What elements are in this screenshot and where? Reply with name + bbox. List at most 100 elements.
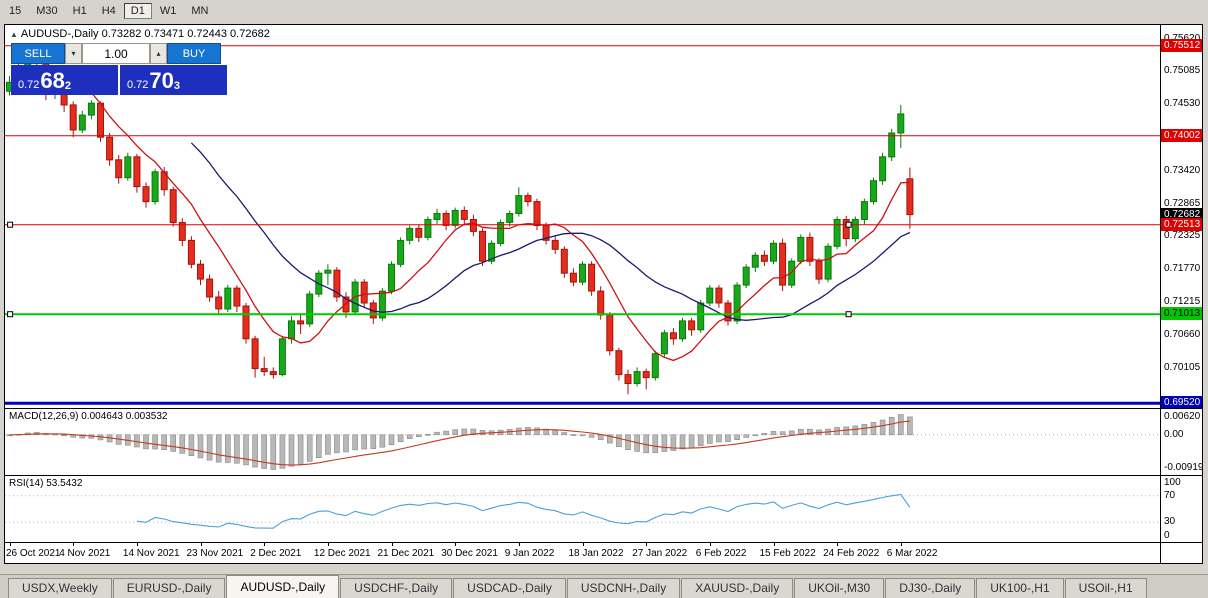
timeframe-button-h1[interactable]: H1: [66, 3, 94, 19]
chart-tab-bar: USDX,Weekly EURUSD-,Daily AUDUSD-,Daily USD…: [0, 574, 1208, 598]
candles-layer: [6, 44, 914, 395]
chart-tab-xauusd-daily[interactable]: XAUUSD-,Daily: [681, 578, 794, 598]
main-price-pane[interactable]: ▲ AUDUSD-,Daily 0.73282 0.73471 0.72443 0…: [5, 25, 1160, 408]
timeframe-button-15[interactable]: 15: [2, 3, 28, 19]
date-axis-label: 15 Feb 2022: [759, 548, 816, 559]
rsi-axis-tick: 30: [1164, 516, 1176, 528]
sell-button[interactable]: SELL: [11, 43, 65, 64]
price-axis-tick: 0.72325: [1164, 229, 1201, 241]
price-badge-black: 0.72682: [1161, 207, 1202, 221]
date-axis-label: 24 Feb 2022: [823, 548, 880, 559]
chart-tab-audusd-daily[interactable]: AUDUSD-,Daily: [226, 575, 340, 598]
chart-title: ▲ AUDUSD-,Daily 0.73282 0.73471 0.72443 0…: [10, 28, 270, 40]
sell-price-main: 68: [40, 68, 65, 93]
macd-axis-min: -0.00919: [1164, 462, 1202, 473]
timeframe-button-w1[interactable]: W1: [153, 3, 184, 19]
chart-tab-usoil-h1[interactable]: USOil-,H1: [1064, 578, 1147, 598]
date-axis-label: 23 Nov 2021: [186, 548, 244, 559]
date-axis-label: 9 Jan 2022: [504, 548, 555, 559]
date-axis-tick: [73, 543, 75, 546]
price-axis-tick: 0.70105: [1164, 362, 1201, 374]
date-axis-label: 30 Dec 2021: [441, 548, 498, 559]
buy-price-display[interactable]: 0.72 70 3: [120, 65, 227, 95]
date-axis-tick: [518, 543, 520, 546]
rsi-chart-svg: [5, 493, 1160, 529]
macd-label: MACD(12,26,9) 0.004643 0.003532: [9, 411, 168, 422]
price-axis[interactable]: 0.756200.750850.745300.734200.728650.723…: [1160, 25, 1202, 408]
line-handle[interactable]: [7, 311, 14, 318]
price-axis-tick: 0.75085: [1164, 65, 1201, 77]
rsi-axis-tick: 0: [1164, 530, 1170, 541]
chart-tab-usdchf-daily[interactable]: USDCHF-,Daily: [340, 578, 453, 598]
rsi-pane[interactable]: RSI(14) 53.5432: [5, 476, 1160, 542]
date-axis-tick: [264, 543, 266, 546]
date-axis-label: 12 Dec 2021: [313, 548, 371, 559]
price-badge-red: 0.72513: [1161, 217, 1202, 231]
volume-input[interactable]: [82, 43, 150, 64]
chart-tab-ukoil-m30[interactable]: UKOil-,M30: [794, 578, 885, 598]
buy-button[interactable]: BUY: [167, 43, 221, 64]
pane-separator[interactable]: [5, 475, 1202, 476]
date-axis-tick: [200, 543, 202, 546]
price-badge-green: 0.71013: [1161, 307, 1202, 321]
date-axis-tick: [9, 543, 11, 546]
date-axis-label: 14 Nov 2021: [122, 548, 180, 559]
chart-window: ▲ AUDUSD-,Daily 0.73282 0.73471 0.72443 0…: [4, 24, 1203, 564]
pane-separator: [5, 542, 1202, 543]
date-axis-tick: [900, 543, 902, 546]
rsi-axis: 100 70 30 0: [1160, 476, 1202, 542]
chart-tab-uk100-h1[interactable]: UK100-,H1: [976, 578, 1064, 598]
date-axis-tick: [136, 543, 138, 546]
rsi-line: [136, 493, 911, 529]
timeframe-button-d1[interactable]: D1: [123, 3, 152, 19]
buy-price-main: 70: [149, 68, 174, 93]
chart-tab-usdcnh-daily[interactable]: USDCNH-,Daily: [566, 578, 681, 598]
macd-chart-svg: [5, 414, 1160, 470]
line-handle[interactable]: [845, 221, 852, 228]
date-axis-tick: [646, 543, 648, 546]
date-axis-tick: [391, 543, 393, 546]
price-axis-tick: 0.72865: [1164, 197, 1201, 209]
date-axis[interactable]: 26 Oct 2021 4 Nov 2021 14 Nov 2021 23 Nov 2…: [5, 543, 1160, 563]
timeframe-button-mn[interactable]: MN: [184, 3, 215, 19]
volume-up-button[interactable]: ▴: [150, 43, 167, 64]
macd-pane[interactable]: MACD(12,26,9) 0.004643 0.003532: [5, 409, 1160, 475]
date-axis-label: 18 Jan 2022: [568, 548, 624, 559]
price-axis-tick: 0.71215: [1164, 296, 1201, 308]
macd-axis: 0.00620 0.00 -0.00919: [1160, 409, 1202, 475]
timeframe-button-h4[interactable]: H4: [95, 3, 123, 19]
chart-tab-usdx-weekly[interactable]: USDX,Weekly: [8, 578, 112, 598]
axis-corner: [1160, 543, 1202, 563]
buy-price-prefix: 0.72: [127, 79, 149, 91]
date-axis-tick: [709, 543, 711, 546]
pane-separator[interactable]: [5, 408, 1202, 409]
chart-tab-usdcad-daily[interactable]: USDCAD-,Daily: [453, 578, 566, 598]
chart-tab-eurusd-daily[interactable]: EURUSD-,Daily: [112, 578, 226, 598]
chart-tab-dj30-daily[interactable]: DJ30-,Daily: [885, 578, 976, 598]
buy-price-pip: 3: [173, 80, 181, 92]
price-badge-red: 0.74002: [1161, 128, 1202, 142]
price-axis-tick: 0.70660: [1164, 329, 1201, 341]
date-axis-label: 21 Dec 2021: [377, 548, 435, 559]
line-handle[interactable]: [7, 221, 14, 228]
date-axis-label: 27 Jan 2022: [632, 548, 688, 559]
timeframe-button-m30[interactable]: M30: [29, 3, 64, 19]
date-axis-tick: [455, 543, 457, 546]
line-handle[interactable]: [845, 311, 852, 318]
date-axis-label: 6 Mar 2022: [886, 548, 938, 559]
macd-signal-line: [9, 420, 910, 466]
macd-axis-zero: 0.00: [1164, 428, 1184, 440]
chevron-down-icon: ▾: [71, 49, 76, 58]
macd-axis-max: 0.00620: [1164, 411, 1201, 422]
volume-dropdown-button[interactable]: ▾: [65, 43, 82, 64]
price-axis-tick: 0.71770: [1164, 262, 1201, 274]
rsi-axis-tick: 70: [1164, 489, 1176, 501]
sell-price-display[interactable]: 0.72 68 2: [11, 65, 118, 95]
timeframe-toolbar: 15 M30 H1 H4 D1 W1 MN: [0, 0, 1208, 22]
horizontal-scrollbar[interactable]: [4, 565, 1203, 573]
date-axis-label: 2 Dec 2021: [250, 548, 302, 559]
date-axis-label: 6 Feb 2022: [695, 548, 747, 559]
price-badge-red: 0.75512: [1161, 38, 1202, 52]
collapse-chart-icon[interactable]: ▲: [10, 30, 18, 39]
